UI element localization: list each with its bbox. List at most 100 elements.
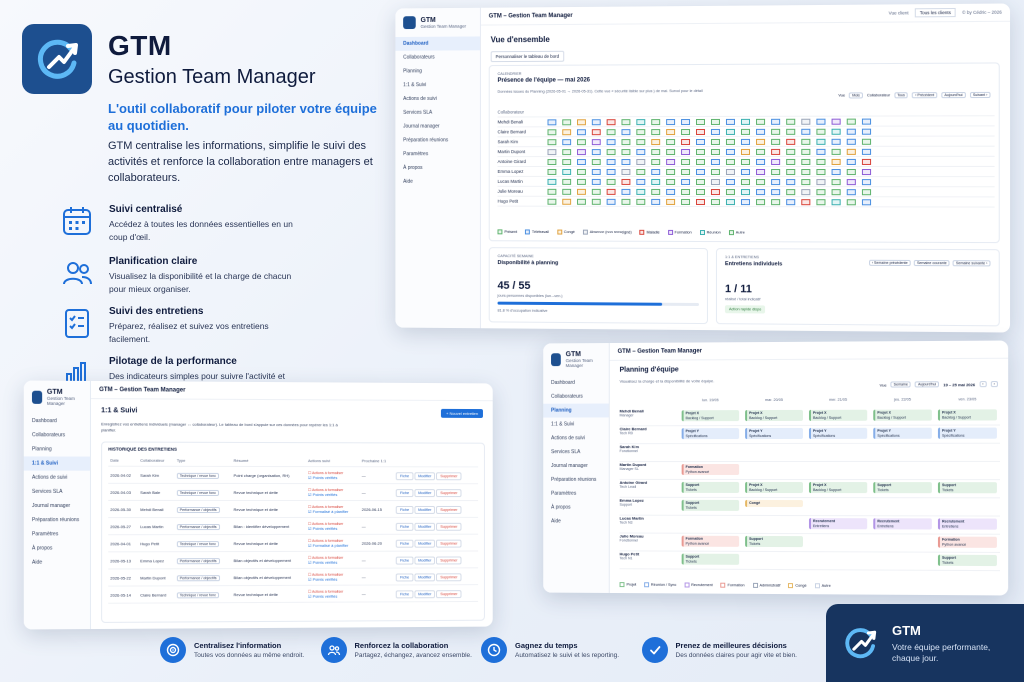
calendar-cell[interactable]	[696, 148, 705, 154]
calendar-cell[interactable]	[636, 149, 645, 155]
sidebar-item-actions[interactable]: Actions de suivi	[395, 92, 480, 106]
calendar-cell[interactable]	[621, 178, 630, 184]
calendar-cell[interactable]	[816, 138, 825, 144]
delete-button[interactable]: Supprimer	[436, 472, 461, 480]
planning-block[interactable]: Projet Y Spécifications	[938, 428, 997, 439]
calendar-cell[interactable]	[786, 118, 795, 124]
calendar-cell[interactable]	[816, 169, 825, 175]
next-arrow[interactable]: ›	[991, 381, 998, 387]
edit-button[interactable]: Modifier	[414, 556, 435, 564]
planning-block[interactable]: Projet X Backlog / Support	[745, 482, 803, 493]
calendar-cell[interactable]	[651, 129, 660, 135]
calendar-cell[interactable]	[711, 148, 720, 154]
calendar-cell[interactable]	[741, 179, 750, 185]
planning-block[interactable]: Support Tickets	[682, 554, 739, 565]
calendar-cell[interactable]	[592, 119, 601, 125]
calendar-cell[interactable]	[548, 159, 557, 165]
calendar-cell[interactable]	[607, 188, 616, 194]
view-select[interactable]: Semaine	[891, 381, 911, 387]
planning-block[interactable]: Support Tickets	[938, 555, 997, 566]
calendar-cell[interactable]	[681, 119, 690, 125]
calendar-cell[interactable]	[847, 138, 856, 144]
calendar-cell[interactable]	[756, 179, 765, 185]
calendar-cell[interactable]	[771, 148, 780, 154]
planning-block[interactable]: Formation Python avancé	[938, 537, 997, 548]
calendar-cell[interactable]	[577, 188, 586, 194]
sidebar-item-aide[interactable]: Aide	[395, 175, 480, 189]
calendar-cell[interactable]	[607, 139, 616, 145]
calendar-cell[interactable]	[621, 149, 630, 155]
sidebar-item-collaborateurs[interactable]: Collaborateurs	[543, 390, 609, 404]
calendar-cell[interactable]	[862, 189, 871, 195]
fiche-button[interactable]: Fiche	[396, 489, 413, 497]
calendar-cell[interactable]	[726, 118, 735, 124]
sidebar-item-suivi[interactable]: 1:1 & Suivi	[395, 78, 480, 92]
calendar-cell[interactable]	[771, 158, 780, 164]
sidebar-item-collaborateurs[interactable]: Collaborateurs	[24, 428, 90, 442]
edit-button[interactable]: Modifier	[414, 505, 435, 513]
calendar-cell[interactable]	[786, 138, 795, 144]
calendar-cell[interactable]	[577, 149, 586, 155]
calendar-cell[interactable]	[816, 199, 825, 205]
calendar-cell[interactable]	[577, 159, 586, 165]
calendar-cell[interactable]	[592, 198, 601, 204]
calendar-cell[interactable]	[801, 128, 810, 134]
calendar-cell[interactable]	[801, 199, 810, 205]
calendar-cell[interactable]	[666, 198, 675, 204]
calendar-cell[interactable]	[562, 149, 571, 155]
calendar-cell[interactable]	[636, 159, 645, 165]
calendar-cell[interactable]	[862, 148, 871, 154]
edit-button[interactable]: Modifier	[414, 573, 435, 581]
planning-block[interactable]: Congé	[745, 500, 803, 507]
calendar-cell[interactable]	[816, 128, 825, 134]
calendar-cell[interactable]	[577, 198, 586, 204]
today-button[interactable]: Aujourd'hui	[941, 92, 965, 98]
calendar-cell[interactable]	[548, 188, 557, 194]
calendar-cell[interactable]	[548, 119, 557, 125]
calendar-cell[interactable]	[636, 139, 645, 145]
calendar-cell[interactable]	[801, 138, 810, 144]
delete-button[interactable]: Supprimer	[436, 522, 461, 530]
calendar-cell[interactable]	[771, 189, 780, 195]
calendar-cell[interactable]	[771, 138, 780, 144]
planning-block[interactable]: Projet X Backlog / Support	[938, 409, 997, 420]
today-button[interactable]: Aujourd'hui	[915, 381, 939, 387]
planning-block[interactable]: Recrutement Entretiens	[938, 518, 997, 529]
sidebar-item-reunions[interactable]: Préparation réunions	[24, 513, 90, 527]
fiche-button[interactable]: Fiche	[396, 522, 413, 530]
new-interview-button[interactable]: + Nouvel entretien	[441, 409, 483, 418]
sidebar-item-dashboard[interactable]: Dashboard	[24, 414, 90, 428]
sidebar-item-dashboard[interactable]: Dashboard	[543, 376, 609, 390]
calendar-cell[interactable]	[726, 138, 735, 144]
calendar-cell[interactable]	[726, 169, 735, 175]
calendar-cell[interactable]	[696, 188, 705, 194]
fiche-button[interactable]: Fiche	[396, 590, 413, 598]
calendar-cell[interactable]	[636, 129, 645, 135]
calendar-cell[interactable]	[711, 138, 720, 144]
planning-block[interactable]: Support Tickets	[873, 482, 932, 493]
calendar-cell[interactable]	[756, 138, 765, 144]
calendar-cell[interactable]	[801, 118, 810, 124]
sidebar-item-apropos[interactable]: À propos	[543, 501, 609, 515]
calendar-cell[interactable]	[636, 119, 645, 125]
calendar-cell[interactable]	[696, 138, 705, 144]
calendar-cell[interactable]	[562, 168, 571, 174]
calendar-cell[interactable]	[666, 139, 675, 145]
sidebar-item-parametres[interactable]: Paramètres	[395, 147, 480, 161]
delete-button[interactable]: Supprimer	[436, 505, 461, 513]
calendar-cell[interactable]	[548, 139, 557, 145]
edit-button[interactable]: Modifier	[414, 489, 435, 497]
calendar-cell[interactable]	[621, 188, 630, 194]
calendar-cell[interactable]	[756, 128, 765, 134]
calendar-cell[interactable]	[592, 188, 601, 194]
calendar-cell[interactable]	[847, 189, 856, 195]
sidebar-item-actions[interactable]: Actions de suivi	[543, 431, 609, 445]
calendar-cell[interactable]	[562, 188, 571, 194]
calendar-cell[interactable]	[832, 118, 841, 124]
calendar-cell[interactable]	[847, 169, 856, 175]
planning-block[interactable]: Projet X Backlog / Support	[809, 410, 867, 421]
planning-block[interactable]: Formation Python avancé	[682, 464, 739, 475]
calendar-cell[interactable]	[666, 168, 675, 174]
calendar-cell[interactable]	[548, 129, 557, 135]
calendar-cell[interactable]	[862, 128, 871, 134]
